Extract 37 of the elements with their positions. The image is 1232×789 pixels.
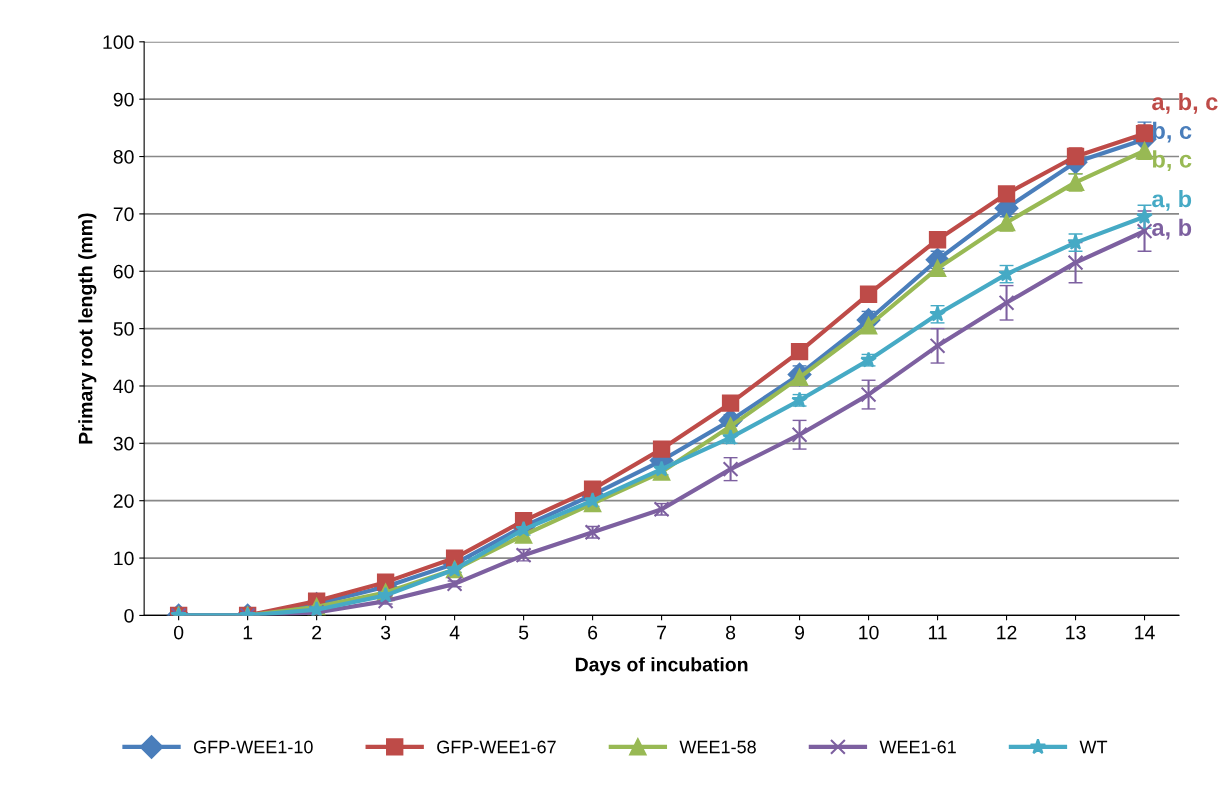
y-tick-label: 70 <box>113 207 134 222</box>
y-tick-label: 80 <box>113 150 134 164</box>
x-tick-label: 9 <box>795 625 805 640</box>
x-tick-label: 0 <box>173 625 184 640</box>
x-tick-label: 7 <box>657 625 667 640</box>
x-tick-label: 13 <box>1066 625 1086 640</box>
x-axis-title: Days of incubation <box>575 657 748 676</box>
y-tick-label: 20 <box>113 494 134 508</box>
legend-label: GFP-WEE1-10 <box>193 740 313 754</box>
x-tick-label: 12 <box>997 625 1017 640</box>
y-tick-label: 50 <box>113 322 134 336</box>
x-tick-label: 11 <box>928 625 947 640</box>
y-tick-label: 40 <box>113 379 134 394</box>
x-tick-label: 4 <box>449 625 460 640</box>
x-tick-label: 3 <box>380 625 391 640</box>
x-tick-label: 8 <box>726 625 736 640</box>
y-tick-label: 10 <box>114 551 134 566</box>
y-tick-label: 0 <box>124 608 134 623</box>
x-tick-label: 14 <box>1135 625 1155 640</box>
y-tick-label: 100 <box>103 35 134 50</box>
y-tick-label: 60 <box>113 264 134 279</box>
x-tick-label: 2 <box>312 625 322 640</box>
x-tick-label: 6 <box>588 625 598 640</box>
x-tick-label: 1 <box>243 625 253 640</box>
annotation: a, b <box>1152 189 1192 211</box>
y-tick-label: 30 <box>113 436 134 451</box>
x-tick-label: 10 <box>859 625 879 640</box>
legend-label: WT <box>1079 740 1108 754</box>
y-tick-label: 90 <box>113 92 134 107</box>
y-axis-title: Primary root length (mm) <box>78 213 97 444</box>
legend-label: GFP-WEE1-67 <box>437 740 556 754</box>
annotation: b, c <box>1152 121 1192 143</box>
legend-label: WEE1-61 <box>879 740 956 754</box>
x-tick-label: 5 <box>518 625 529 640</box>
annotation: a, b, c <box>1152 92 1218 114</box>
annotation: a, b <box>1152 218 1192 240</box>
legend-label: WEE1-58 <box>679 740 756 754</box>
